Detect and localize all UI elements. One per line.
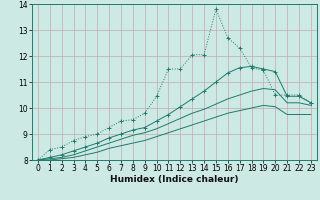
X-axis label: Humidex (Indice chaleur): Humidex (Indice chaleur) (110, 175, 239, 184)
